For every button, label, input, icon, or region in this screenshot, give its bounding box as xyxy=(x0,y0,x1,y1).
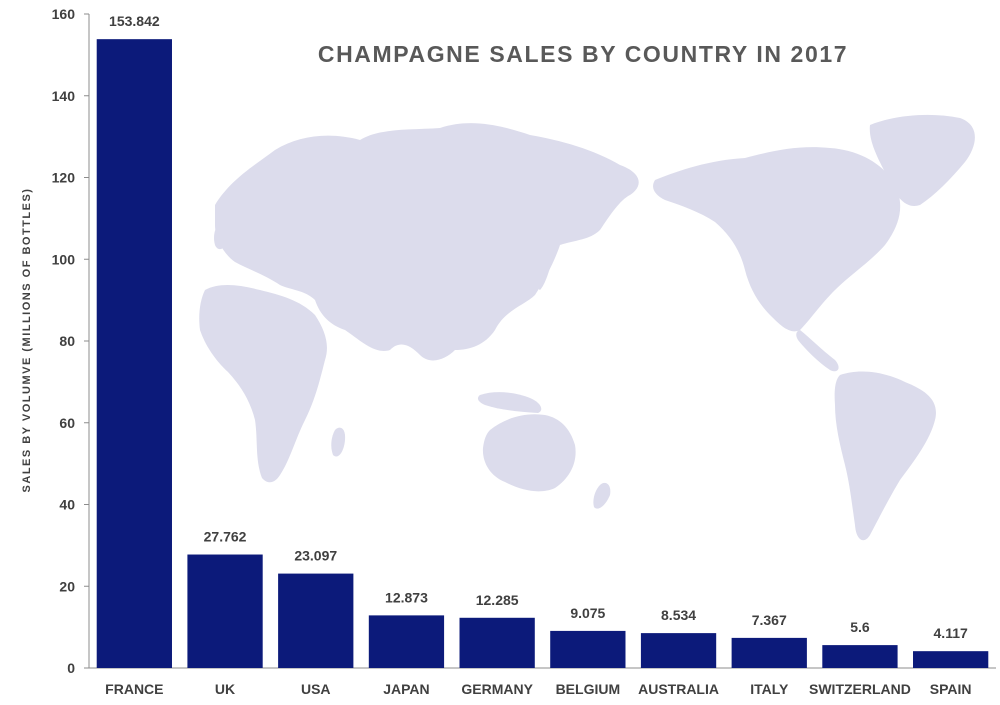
data-label: 12.873 xyxy=(385,589,428,605)
bar-switzerland xyxy=(822,645,898,668)
y-tick-label: 100 xyxy=(52,251,76,267)
y-tick-label: 0 xyxy=(67,660,75,676)
data-label: 12.285 xyxy=(476,592,519,608)
bar-usa xyxy=(278,573,354,668)
data-label: 9.075 xyxy=(570,605,605,621)
x-tick-label: FRANCE xyxy=(105,681,163,697)
bar-belgium xyxy=(550,630,626,668)
y-tick-label: 120 xyxy=(52,170,76,186)
x-tick-label: JAPAN xyxy=(383,681,429,697)
y-axis-label: SALES BY VOLUMVE (MILLIONS OF BOTTLES) xyxy=(21,188,33,493)
bar-germany xyxy=(459,617,535,668)
bar-australia xyxy=(640,633,717,668)
chart-title: CHAMPAGNE SALES BY COUNTRY IN 2017 xyxy=(318,41,848,67)
bars xyxy=(96,39,989,668)
y-tick-label: 60 xyxy=(59,415,75,431)
x-tick-label: UK xyxy=(215,681,235,697)
x-tick-label: USA xyxy=(301,681,331,697)
x-ticks: FRANCE UK USA JAPAN GERMANY BELGIUM AUSTRALIA I… xyxy=(105,681,971,697)
y-tick-label: 140 xyxy=(52,88,76,104)
y-ticks: 0 20 40 60 80 100 120 140 160 xyxy=(52,6,89,676)
data-label: 7.367 xyxy=(752,612,787,628)
data-labels: 153.842 27.762 23.097 12.873 12.285 9.075 8.53… xyxy=(109,13,968,641)
data-label: 23.097 xyxy=(294,548,337,564)
data-label: 153.842 xyxy=(109,13,160,29)
x-tick-label: SPAIN xyxy=(930,681,972,697)
x-tick-label: AUSTRALIA xyxy=(638,681,719,697)
data-label: 27.762 xyxy=(204,529,247,545)
x-tick-label: GERMANY xyxy=(461,681,533,697)
bar-uk xyxy=(187,554,263,668)
data-label: 5.6 xyxy=(850,619,870,635)
world-map-background xyxy=(199,114,975,541)
x-tick-label: BELGIUM xyxy=(556,681,621,697)
y-tick-label: 40 xyxy=(59,497,75,513)
bar-japan xyxy=(368,615,445,668)
y-tick-label: 160 xyxy=(52,6,76,22)
bar-france xyxy=(96,39,172,668)
bar-italy xyxy=(731,637,807,668)
bar-spain xyxy=(913,651,989,668)
data-label: 8.534 xyxy=(661,607,696,623)
x-tick-label: SWITZERLAND xyxy=(809,681,911,697)
y-tick-label: 20 xyxy=(59,578,75,594)
x-tick-label: ITALY xyxy=(750,681,789,697)
data-label: 4.117 xyxy=(934,625,968,641)
y-tick-label: 80 xyxy=(59,333,75,349)
